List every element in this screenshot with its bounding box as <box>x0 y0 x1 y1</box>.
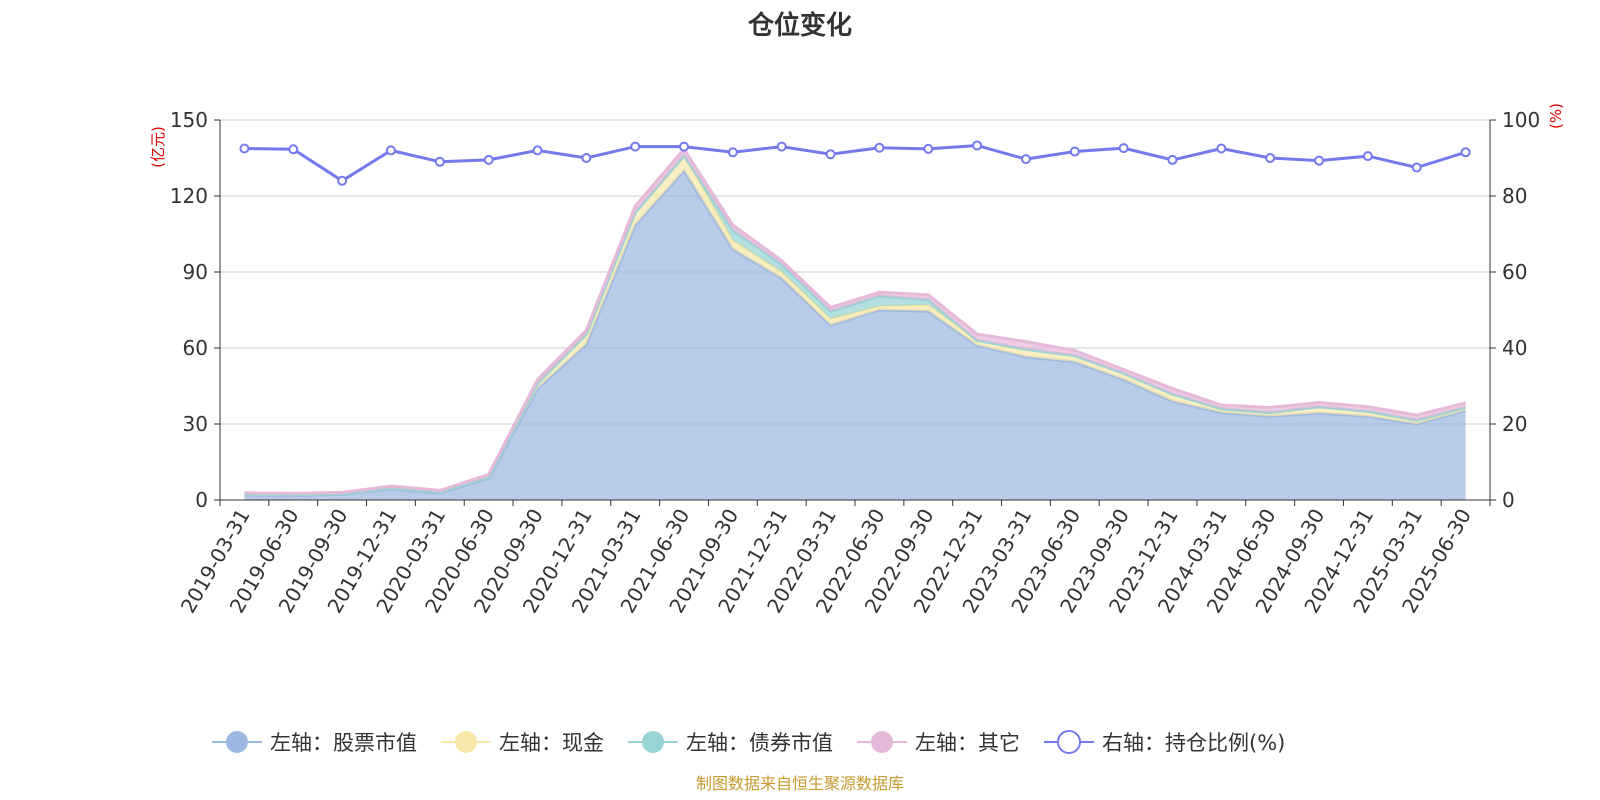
left-axis-unit: (亿元) <box>149 126 167 168</box>
left-axis-tick-label: 120 <box>170 184 208 208</box>
ratio-point <box>1411 162 1422 173</box>
ratio-point <box>1362 151 1373 162</box>
ratio-point <box>923 143 934 154</box>
legend-marker <box>455 731 477 753</box>
legend-marker <box>226 731 248 753</box>
left-axis-tick-label: 0 <box>195 488 208 512</box>
right-axis-unit: (%) <box>1547 103 1565 129</box>
legend-label: 左轴：股票市值 <box>270 731 417 755</box>
right-axis-tick-label: 40 <box>1502 336 1527 360</box>
ratio-point <box>972 140 983 151</box>
right-axis-tick-label: 100 <box>1502 108 1540 132</box>
ratio-point <box>1460 147 1471 158</box>
ratio-point <box>288 144 299 155</box>
ratio-point <box>434 156 445 167</box>
ratio-point <box>239 143 250 154</box>
area-band <box>244 170 1466 500</box>
ratio-point <box>385 145 396 156</box>
ratio-point <box>874 142 885 153</box>
ratio-point <box>1216 143 1227 154</box>
right-axis-tick-label: 80 <box>1502 184 1527 208</box>
ratio-point <box>727 147 738 158</box>
data-source-note: 制图数据来自恒生聚源数据库 <box>696 774 904 793</box>
ratio-point <box>1167 154 1178 165</box>
ratio-point <box>679 141 690 152</box>
legend-item[interactable]: 左轴：现金 <box>441 731 604 755</box>
legend-item[interactable]: 右轴：持仓比例(%) <box>1044 730 1285 755</box>
ratio-point <box>1265 153 1276 163</box>
ratio-point <box>581 153 592 163</box>
position-ratio-line <box>239 140 1471 186</box>
legend-marker <box>642 731 664 753</box>
right-axis-tick-label: 20 <box>1502 412 1527 436</box>
legend-label: 右轴：持仓比例(%) <box>1102 731 1285 755</box>
ratio-point <box>1020 154 1031 165</box>
ratio-point <box>825 149 836 160</box>
area-edge-line <box>244 146 1466 495</box>
legend-marker <box>1057 730 1081 754</box>
legend-item[interactable]: 左轴：股票市值 <box>212 731 417 755</box>
ratio-point <box>1314 155 1325 166</box>
right-axis-tick-label: 60 <box>1502 260 1527 284</box>
ratio-point <box>483 154 494 165</box>
ratio-line <box>244 143 1467 183</box>
legend-marker <box>871 731 893 753</box>
legend-label: 左轴：债券市值 <box>686 731 833 755</box>
left-axis-tick-label: 60 <box>183 336 208 360</box>
right-axis-tick-label: 0 <box>1502 488 1515 512</box>
left-axis-tick-label: 150 <box>170 108 208 132</box>
ratio-point <box>776 141 787 152</box>
legend-item[interactable]: 左轴：其它 <box>857 731 1020 755</box>
ratio-point <box>1069 146 1080 157</box>
left-axis-tick-label: 90 <box>183 260 208 284</box>
legend-label: 左轴：其它 <box>915 731 1020 755</box>
chart-title: 仓位变化 <box>747 10 852 41</box>
ratio-point <box>630 141 641 152</box>
left-axis-tick-label: 30 <box>183 412 208 436</box>
ratio-point <box>532 145 543 156</box>
legend[interactable]: 左轴：股票市值 左轴：现金 左轴：债券市值 左轴：其它 右轴：持仓比例(%) <box>212 730 1285 755</box>
ratio-point <box>1118 143 1129 154</box>
legend-label: 左轴：现金 <box>499 731 604 755</box>
legend-item[interactable]: 左轴：债券市值 <box>628 731 833 755</box>
stacked-areas <box>244 146 1466 500</box>
ratio-point <box>337 175 348 186</box>
